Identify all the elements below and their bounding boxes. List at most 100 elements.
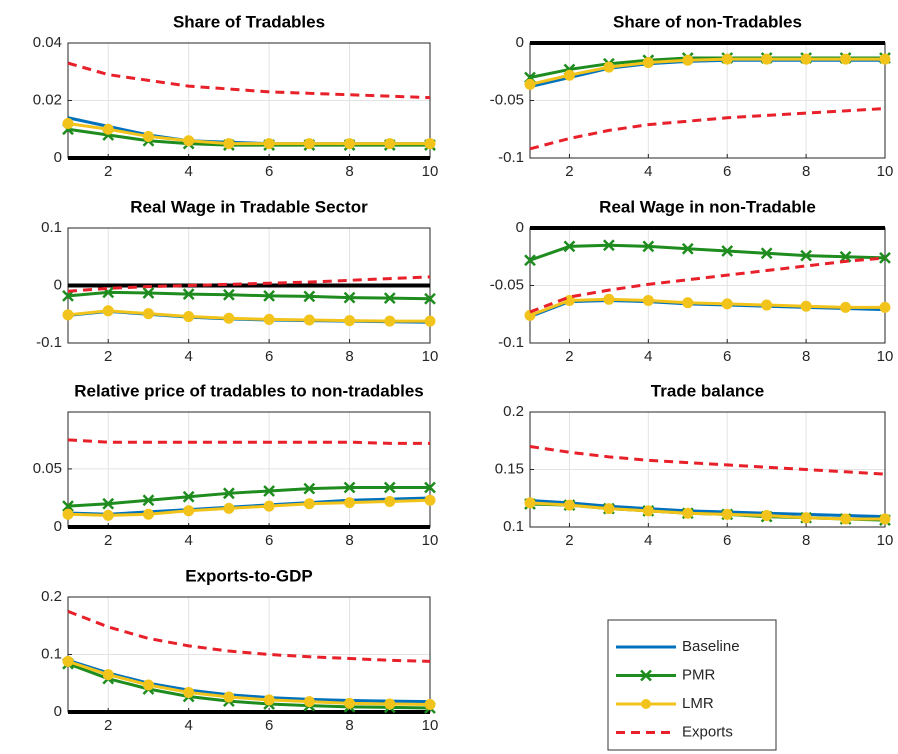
marker xyxy=(424,292,436,305)
legend-label: PMR xyxy=(682,666,716,683)
marker xyxy=(62,289,74,302)
y-tick-label: 0.1 xyxy=(41,219,62,236)
series-line xyxy=(529,243,886,262)
series-line xyxy=(529,57,885,86)
series-line xyxy=(67,438,430,445)
y-tick-label: 0.02 xyxy=(33,91,62,108)
y-tick-label: 0 xyxy=(54,518,62,535)
axes-box xyxy=(529,411,886,528)
marker xyxy=(761,510,773,521)
marker xyxy=(760,247,773,260)
series-line xyxy=(67,662,431,710)
x-tick-label: 2 xyxy=(565,532,573,549)
marker xyxy=(102,509,114,521)
marker xyxy=(682,297,694,309)
chart-title: Real Wage in non-Tradable xyxy=(599,197,816,216)
marker xyxy=(263,500,275,512)
x-tick-label: 6 xyxy=(723,163,731,180)
y-tick-label: 0.1 xyxy=(503,518,524,535)
x-tick-label: 8 xyxy=(345,348,353,365)
marker xyxy=(603,61,615,73)
y-tick-label: 0 xyxy=(54,276,62,293)
chart-title: Real Wage in Tradable Sector xyxy=(130,197,368,216)
x-tick-label: 4 xyxy=(184,532,192,549)
x-tick-label: 6 xyxy=(265,532,273,549)
series-line xyxy=(529,501,885,521)
marker xyxy=(142,308,154,320)
marker xyxy=(142,494,155,507)
marker xyxy=(183,686,195,698)
marker xyxy=(879,301,891,313)
x-tick-label: 10 xyxy=(877,532,894,549)
marker xyxy=(344,497,356,509)
marker xyxy=(721,53,733,65)
y-tick-label: 0.04 xyxy=(33,34,62,51)
marker xyxy=(840,513,852,525)
legend-label: Exports xyxy=(682,723,733,740)
marker xyxy=(62,508,74,520)
x-tick-label: 2 xyxy=(104,348,112,365)
series-line xyxy=(67,498,431,517)
x-tick-label: 6 xyxy=(265,717,273,734)
x-tick-label: 4 xyxy=(184,163,192,180)
x-tick-label: 2 xyxy=(565,163,573,180)
marker xyxy=(344,315,356,327)
marker xyxy=(223,487,235,500)
x-tick-label: 10 xyxy=(422,717,439,734)
y-tick-label: -0.1 xyxy=(498,149,524,166)
marker xyxy=(223,502,235,514)
marker xyxy=(62,500,74,512)
marker xyxy=(424,481,436,494)
series-line xyxy=(67,122,430,146)
x-tick-label: 8 xyxy=(802,532,810,549)
chart-title: Share of non-Tradables xyxy=(613,12,802,31)
marker xyxy=(642,240,655,253)
y-tick-label: -0.1 xyxy=(498,334,524,351)
marker xyxy=(383,292,396,305)
marker xyxy=(303,696,315,708)
y-tick-label: 0.05 xyxy=(33,460,62,477)
marker xyxy=(223,138,235,150)
marker xyxy=(839,250,852,263)
marker xyxy=(603,503,615,515)
marker xyxy=(223,312,235,324)
marker xyxy=(183,505,195,517)
x-tick-label: 4 xyxy=(644,163,652,180)
x-tick-label: 4 xyxy=(184,717,192,734)
marker xyxy=(142,130,154,142)
x-tick-label: 10 xyxy=(877,348,894,365)
marker xyxy=(424,138,436,150)
marker xyxy=(102,669,114,681)
marker xyxy=(62,118,74,129)
marker xyxy=(303,498,315,510)
marker xyxy=(642,57,654,69)
x-tick-label: 10 xyxy=(422,163,439,180)
marker xyxy=(800,512,812,524)
marker xyxy=(102,123,114,135)
marker xyxy=(142,508,154,520)
marker xyxy=(102,305,114,317)
x-tick-label: 2 xyxy=(104,163,112,180)
x-tick-label: 8 xyxy=(802,348,810,365)
y-tick-label: -0.05 xyxy=(490,276,524,293)
y-tick-label: 0 xyxy=(516,219,524,236)
marker xyxy=(303,138,315,150)
x-tick-label: 6 xyxy=(723,532,731,549)
legend-label: LMR xyxy=(682,695,714,712)
x-tick-label: 6 xyxy=(723,348,731,365)
marker xyxy=(642,294,654,306)
legend-box xyxy=(607,619,777,751)
marker xyxy=(879,53,891,65)
marker xyxy=(563,240,576,253)
series-line xyxy=(67,659,431,707)
marker xyxy=(563,69,575,81)
marker xyxy=(263,485,275,497)
x-tick-label: 2 xyxy=(104,532,112,549)
marker xyxy=(603,293,615,305)
marker xyxy=(424,315,436,327)
marker xyxy=(263,138,275,150)
marker xyxy=(303,290,316,303)
marker xyxy=(62,309,74,321)
marker xyxy=(343,481,356,494)
